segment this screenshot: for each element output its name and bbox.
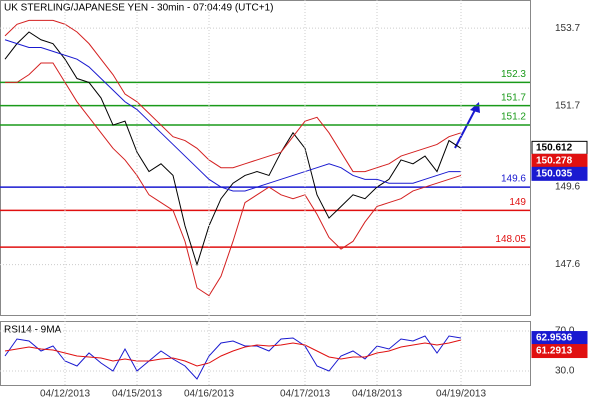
level-label: 149.6: [501, 174, 526, 185]
price-box-label: 150.612: [536, 142, 573, 153]
price-box-label: 150.278: [536, 155, 573, 166]
x-tick-label: 04/16/2013: [184, 389, 234, 400]
x-tick-label: 04/15/2013: [112, 389, 162, 400]
trend-arrow: [454, 107, 477, 149]
level-label: 151.7: [501, 92, 526, 103]
series-line: [5, 62, 462, 297]
series-line: [4, 39, 461, 192]
level-label: 152.3: [501, 69, 526, 80]
y-tick-label: 147.6: [555, 259, 580, 270]
rsi-panel: [0, 321, 531, 386]
chart-title: UK STERLING/JAPANESE YEN - 30min - 07:04…: [4, 3, 273, 14]
x-tick-label: 04/17/2013: [280, 389, 330, 400]
price-box-label: 62.9536: [536, 333, 573, 344]
series-line: [4, 339, 462, 367]
x-tick-label: 04/19/2013: [436, 389, 486, 400]
price-box: [531, 166, 588, 181]
y-tick-label: 30.0: [555, 366, 575, 377]
x-tick-label: 04/12/2013: [40, 389, 90, 400]
series-line: [4, 335, 462, 380]
main-panel: [0, 0, 531, 316]
price-box-label: 61.2913: [536, 346, 573, 357]
arrow-head: [470, 102, 480, 113]
series-line: [4, 31, 462, 267]
price-box-label: 150.035: [536, 168, 573, 179]
level-label: 149: [509, 197, 526, 208]
series-line: [4, 19, 462, 173]
price-box: [531, 344, 588, 359]
y-tick-label: 151.7: [555, 100, 580, 111]
y-tick-label: 149.6: [555, 182, 580, 193]
rsi-title: RSI14 - 9MA: [4, 325, 62, 336]
y-tick-label: 153.7: [555, 23, 580, 34]
x-tick-label: 04/18/2013: [352, 389, 402, 400]
level-label: 151.2: [501, 112, 526, 123]
level-label: 148.05: [495, 234, 526, 245]
